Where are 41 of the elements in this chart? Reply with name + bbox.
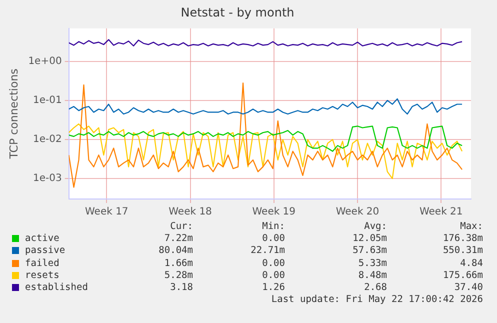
text: 5.33m: [357, 258, 387, 270]
text: Avg:: [363, 221, 387, 234]
y-tick-label: 1e+00: [28, 56, 62, 67]
y-tick-label: 1e-01: [32, 95, 62, 106]
text: 22.71m: [250, 245, 285, 258]
x-tick-label: Week 19: [252, 206, 296, 218]
text: 1.26: [261, 282, 285, 294]
text: Max:: [459, 221, 483, 234]
text: 12.05m: [352, 233, 387, 246]
text: Min:: [261, 221, 285, 234]
legend-label: resets: [24, 270, 60, 282]
text: 2.68: [363, 282, 387, 294]
text: 3.18: [169, 282, 193, 294]
text: Last update: Fri May 22 17:00:42 2026: [271, 294, 483, 305]
chart-title: Netstat - by month: [180, 5, 294, 20]
text: 57.63m: [352, 245, 387, 258]
text: 0.00: [261, 233, 285, 246]
text: 550.31m: [442, 245, 483, 258]
x-tick-label: Week 17: [84, 206, 128, 218]
text: 7.22m: [163, 233, 193, 246]
legend-label: passive: [24, 245, 66, 258]
legend-label: active: [24, 233, 60, 246]
text: Cur:: [169, 221, 193, 234]
y-tick-label: 1e-02: [32, 134, 62, 146]
text: 1.66m: [163, 258, 193, 270]
text: 8.48m: [357, 270, 387, 282]
x-tick-label: Week 20: [336, 206, 380, 218]
legend-label: failed: [24, 258, 60, 270]
text: 37.40: [453, 282, 483, 294]
text: 176.38m: [442, 233, 483, 246]
text: 4.84: [459, 258, 483, 270]
legend-label: established: [24, 282, 89, 294]
y-tick-label: 1e-03: [32, 173, 62, 184]
text: 0.00: [261, 258, 285, 270]
text: 5.28m: [163, 270, 193, 282]
x-tick-label: Week 21: [419, 206, 463, 218]
text: 175.66m: [442, 270, 483, 282]
y-axis-title: TCP connections: [7, 68, 20, 160]
x-tick-label: Week 18: [168, 206, 212, 218]
text: 80.04m: [158, 245, 193, 258]
text: 0.00: [261, 270, 285, 282]
